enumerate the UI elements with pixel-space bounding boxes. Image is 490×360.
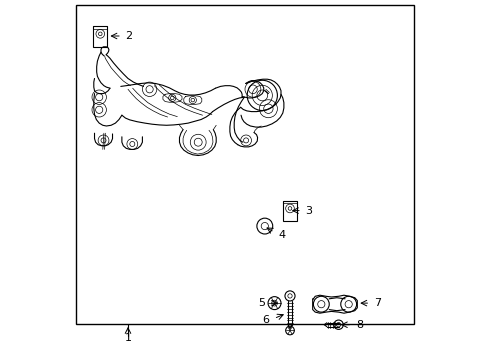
Bar: [76, 5, 414, 324]
Text: 2: 2: [125, 31, 133, 41]
Text: 5: 5: [258, 298, 265, 308]
FancyBboxPatch shape: [283, 201, 297, 221]
Text: 3: 3: [305, 206, 313, 216]
Text: 7: 7: [374, 298, 381, 308]
Text: 4: 4: [278, 230, 285, 240]
Text: 1: 1: [124, 333, 131, 343]
Text: 8: 8: [356, 320, 363, 330]
Text: 6: 6: [263, 315, 270, 325]
FancyBboxPatch shape: [93, 26, 107, 47]
